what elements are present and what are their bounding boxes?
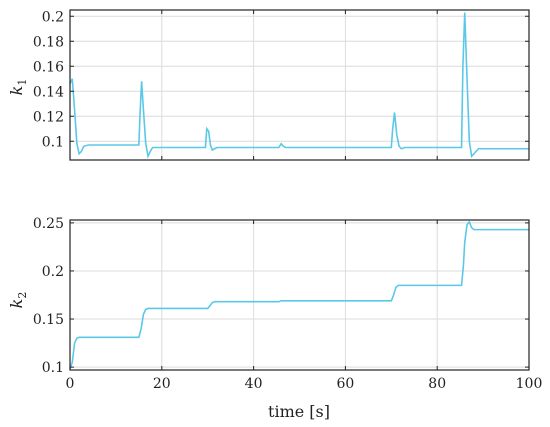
ytick-label-0: 0.1 [42, 134, 64, 150]
ytick-label-1: 0.15 [33, 312, 64, 328]
ytick-label-3: 0.25 [33, 216, 64, 232]
ylabel-k2: k2 [7, 292, 29, 309]
ylabel-k1: k1 [7, 79, 29, 96]
plot-frame-k1 [69, 9, 530, 161]
ytick-label-4: 0.18 [33, 34, 64, 50]
ytick-label-0: 0.1 [42, 360, 64, 376]
xtick-label-3: 60 [336, 376, 354, 392]
xlabel-time: time [s] [268, 402, 330, 421]
plot-frame-k2 [69, 219, 530, 371]
ytick-label-1: 0.12 [33, 109, 64, 125]
xtick-label-2: 40 [245, 376, 263, 392]
series-line-0-0 [69, 12, 529, 159]
xtick-label-0: 0 [66, 376, 75, 392]
panel-k1: 0.1 0.12 0.14 0.16 0.18 0.2 k1 [7, 9, 530, 161]
xtick-label-5: 100 [516, 376, 543, 392]
xtick-label-4: 80 [428, 376, 446, 392]
ytick-label-5: 0.2 [42, 9, 64, 25]
ytick-label-2: 0.14 [33, 84, 64, 100]
panel-k2: 0.1 0.15 0.2 0.25 0 20 40 60 80 100 k2 time [s] [7, 216, 542, 421]
series-line-1-0 [69, 220, 529, 370]
xtick-label-1: 20 [153, 376, 171, 392]
ytick-label-3: 0.16 [33, 59, 64, 75]
ytick-label-2: 0.2 [42, 264, 64, 280]
